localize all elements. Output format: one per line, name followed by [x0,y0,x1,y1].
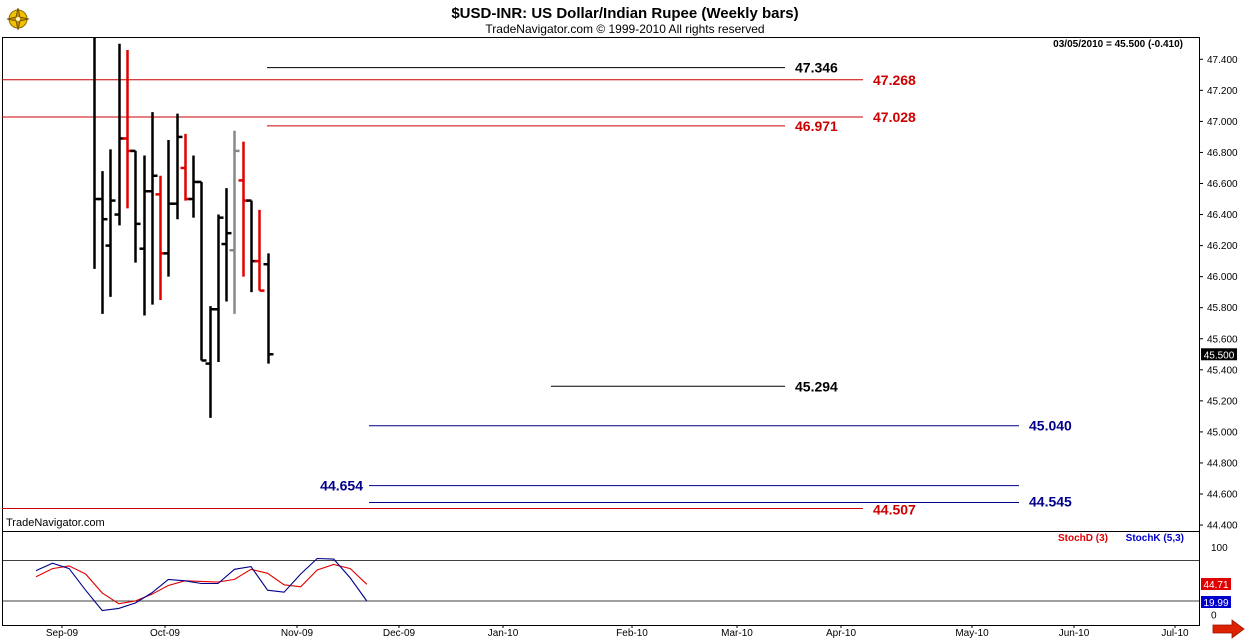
chart-header: $USD-INR: US Dollar/Indian Rupee (Weekly… [0,0,1250,37]
ohlc-bar [263,253,274,364]
x-tick-label: Apr-10 [826,628,856,639]
y-tick-label: 47.200 [1207,86,1238,97]
y-tick-label: 46.000 [1207,272,1238,283]
ohlc-bar [105,149,116,297]
ohlc-bar [188,155,199,218]
y-tick-label: 45.600 [1207,334,1238,345]
x-tick-label: Jun-10 [1059,628,1090,639]
x-tick-label: Dec-09 [383,628,416,639]
y-tick-label: 44.800 [1207,458,1238,469]
x-tick-label: Jul-10 [1161,628,1189,639]
y-tick-label: 45.800 [1207,303,1238,314]
y-tick-label: 47.400 [1207,55,1238,66]
stoch-k-legend: StochK (5,3) [1126,533,1184,544]
chart-subtitle: TradeNavigator.com © 1999-2010 All right… [485,22,765,36]
level-label: 44.507 [873,501,916,517]
level-label: 47.268 [873,72,916,88]
y-tick-label: 46.400 [1207,210,1238,221]
ohlc-bar [180,133,191,201]
chart-title: $USD-INR: US Dollar/Indian Rupee (Weekly… [451,5,799,22]
last-quote: 03/05/2010 = 45.500 (-0.410) [1053,39,1183,50]
x-tick-label: Jan-10 [488,628,519,639]
scroll-right-arrow-icon[interactable] [1212,619,1245,639]
ohlc-bar [238,141,249,277]
ohlc-bar [97,171,108,314]
ohlc-bar [221,188,232,302]
level-label: 45.294 [795,378,838,394]
level-label: 45.040 [1029,418,1072,434]
y-tick-label: 44.600 [1207,490,1238,501]
y-tick-label: 46.600 [1207,179,1238,190]
x-tick-label: May-10 [955,628,989,639]
ohlc-bar [213,214,224,363]
ohlc-bar [205,306,216,418]
stoch-d-line [35,563,368,605]
ohlc-bar [139,155,150,316]
x-tick-label: Feb-10 [616,628,648,639]
stoch-k-line [35,557,368,612]
ohlc-bar [163,140,174,277]
ohlc-bar [130,149,141,263]
level-label: 46.971 [795,118,838,134]
y-tick-label: 46.200 [1207,241,1238,252]
level-label: 47.028 [873,109,916,125]
ohlc-bar [155,175,166,300]
level-label: 44.654 [320,478,363,494]
x-tick-label: Nov-09 [281,628,314,639]
ohlc-bar [122,49,133,209]
last-price-box [1201,348,1237,361]
watermark: TradeNavigator.com [6,517,105,529]
stoch-y-tick-label: 0 [1211,611,1217,622]
y-tick-label: 44.400 [1207,521,1238,532]
stoch-d-legend: StochD (3) [1058,533,1108,544]
chart-frame [2,37,1200,626]
ohlc-bar [114,43,125,226]
ohlc-bar [229,130,240,314]
level-label: 47.346 [795,60,838,76]
y-tick-label: 45.200 [1207,396,1238,407]
y-tick-label: 47.000 [1207,117,1238,128]
compass-icon [6,7,30,31]
x-tick-label: Mar-10 [721,628,753,639]
ohlc-bar [196,180,207,362]
ohlc-bar [93,37,100,269]
y-tick-label: 46.800 [1207,148,1238,159]
y-tick-label: 45.000 [1207,427,1238,438]
x-tick-label: Sep-09 [46,628,79,639]
stoch-k-value-box [1201,596,1231,608]
level-label: 44.545 [1029,494,1072,510]
x-tick-label: Oct-09 [150,628,180,639]
y-tick-label: 45.400 [1207,365,1238,376]
stoch-d-value: 44.71 [1203,580,1228,591]
stoch-y-tick-label: 100 [1211,543,1228,554]
ohlc-bar [254,209,265,292]
ohlc-bar [246,199,257,293]
stoch-d-value-box [1201,578,1231,590]
ohlc-bar [172,113,183,220]
stoch-k-value: 19.99 [1203,598,1228,609]
ohlc-bar [147,112,158,305]
last-price-label: 45.500 [1204,350,1235,361]
